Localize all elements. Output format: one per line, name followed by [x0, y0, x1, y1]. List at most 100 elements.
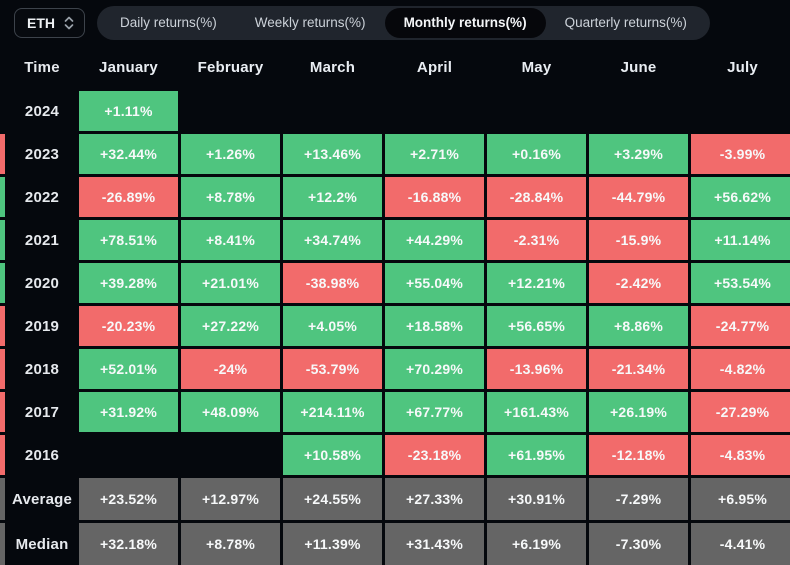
return-cell: +21.01%: [181, 263, 280, 303]
return-cell: +6.19%: [487, 523, 586, 565]
row-label: 2020: [24, 274, 60, 292]
return-cell: +8.78%: [181, 523, 280, 565]
return-cell: -24%: [181, 349, 280, 389]
return-cell: +26.19%: [589, 392, 688, 432]
row-label: 2022: [24, 188, 60, 206]
return-cell: +161.43%: [487, 392, 586, 432]
column-header-time: Time: [24, 58, 60, 76]
symbol-select[interactable]: ETH: [14, 8, 85, 38]
return-cell: -21.34%: [589, 349, 688, 389]
empty-cell: [487, 91, 586, 131]
row-label: Median: [15, 535, 69, 553]
row-label: 2018: [24, 360, 60, 378]
empty-cell: [79, 435, 178, 475]
return-cell: +32.44%: [79, 134, 178, 174]
column-header: February: [197, 58, 264, 76]
column-header: January: [99, 58, 158, 76]
partial-cell-edge: [0, 435, 5, 475]
return-cell: +13.46%: [283, 134, 382, 174]
return-cell: +61.95%: [487, 435, 586, 475]
return-cell: +30.91%: [487, 478, 586, 520]
table-row: 2023 +32.44% +1.26% +13.46% +2.71% +0.16% +3.2…: [0, 134, 790, 174]
table-row: 2019 -20.23% +27.22% +4.05% +18.58% +56.65% +8…: [0, 306, 790, 346]
table-row: 2021 +78.51% +8.41% +34.74% +44.29% -2.31% -15…: [0, 220, 790, 260]
row-label: 2019: [24, 317, 60, 335]
return-cell: +10.58%: [283, 435, 382, 475]
return-cell: +23.52%: [79, 478, 178, 520]
return-cell: -24.77%: [691, 306, 790, 346]
return-cell: +8.86%: [589, 306, 688, 346]
return-cell: +24.55%: [283, 478, 382, 520]
return-cell: +70.29%: [385, 349, 484, 389]
partial-cell-edge: [0, 306, 5, 346]
tab-monthly-returns[interactable]: Monthly returns(%): [384, 8, 546, 38]
return-cell: +214.11%: [283, 392, 382, 432]
table-row: Average +23.52% +12.97% +24.55% +27.33% +30.9…: [0, 478, 790, 520]
empty-cell: [283, 91, 382, 131]
return-cell: -53.79%: [283, 349, 382, 389]
row-label: 2021: [24, 231, 60, 249]
return-cell: +27.22%: [181, 306, 280, 346]
return-cell: -4.83%: [691, 435, 790, 475]
table-row: 2024 +1.11%: [0, 91, 790, 131]
return-cell: -28.84%: [487, 177, 586, 217]
return-cell: +31.92%: [79, 392, 178, 432]
column-header: April: [416, 58, 453, 76]
partial-cell-edge: [0, 392, 5, 432]
return-cell: -3.99%: [691, 134, 790, 174]
select-updown-icon: [64, 16, 74, 30]
return-cell: +27.33%: [385, 478, 484, 520]
return-cell: -7.29%: [589, 478, 688, 520]
row-label: 2017: [24, 403, 60, 421]
table-row: 2018 +52.01% -24% -53.79% +70.29% -13.96% -21.…: [0, 349, 790, 389]
row-label: 2023: [24, 145, 60, 163]
empty-cell: [385, 91, 484, 131]
partial-cell-edge: [0, 177, 5, 217]
tab-daily-returns[interactable]: Daily returns(%): [120, 15, 217, 31]
return-cell: -20.23%: [79, 306, 178, 346]
table-row: 2016 +10.58% -23.18% +61.95% -12.18% -4.83%: [0, 435, 790, 475]
return-cell: +1.26%: [181, 134, 280, 174]
return-cell: +53.54%: [691, 263, 790, 303]
table-row: 2020 +39.28% +21.01% -38.98% +55.04% +12.21% -…: [0, 263, 790, 303]
returns-table: Time January February March April May June July…: [0, 48, 790, 565]
row-label: 2024: [24, 102, 60, 120]
empty-cell: [181, 435, 280, 475]
return-cell: +12.97%: [181, 478, 280, 520]
empty-cell: [691, 91, 790, 131]
tab-quarterly-returns[interactable]: Quarterly returns(%): [564, 15, 687, 31]
partial-cell-edge: [0, 134, 5, 174]
return-cell: +8.78%: [181, 177, 280, 217]
partial-cell-edge: [0, 220, 5, 260]
return-cell: +18.58%: [385, 306, 484, 346]
column-header: June: [620, 58, 657, 76]
symbol-select-value: ETH: [27, 15, 55, 31]
return-cell: -12.18%: [589, 435, 688, 475]
return-cell: -44.79%: [589, 177, 688, 217]
return-cell: -7.30%: [589, 523, 688, 565]
return-cell: -27.29%: [691, 392, 790, 432]
return-cell: +56.65%: [487, 306, 586, 346]
return-cell: +4.05%: [283, 306, 382, 346]
return-cell: +11.14%: [691, 220, 790, 260]
return-cell: +78.51%: [79, 220, 178, 260]
return-cell: +32.18%: [79, 523, 178, 565]
return-cell: +48.09%: [181, 392, 280, 432]
return-cell: -16.88%: [385, 177, 484, 217]
return-cell: -13.96%: [487, 349, 586, 389]
return-cell: -2.42%: [589, 263, 688, 303]
return-cell: +55.04%: [385, 263, 484, 303]
tab-weekly-returns[interactable]: Weekly returns(%): [254, 15, 366, 31]
partial-cell-edge: [0, 263, 5, 303]
return-cell: -26.89%: [79, 177, 178, 217]
partial-cell-edge: [0, 349, 5, 389]
return-cell: +12.2%: [283, 177, 382, 217]
empty-cell: [181, 91, 280, 131]
table-row: 2017 +31.92% +48.09% +214.11% +67.77% +161.43…: [0, 392, 790, 432]
row-label: 2016: [24, 446, 60, 464]
column-header: May: [521, 58, 552, 76]
partial-cell-edge: [0, 478, 5, 520]
return-cell: +1.11%: [79, 91, 178, 131]
return-cell: +67.77%: [385, 392, 484, 432]
column-header: July: [727, 58, 758, 76]
